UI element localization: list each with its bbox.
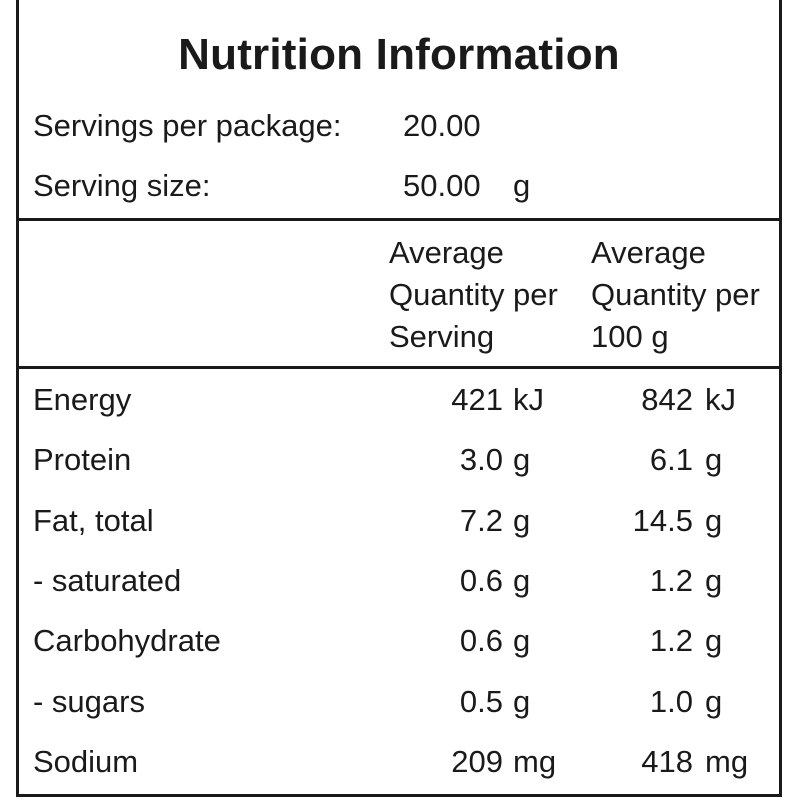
per-serving-value: 0.6 (459, 623, 503, 658)
per-serving-value: 421 (451, 382, 503, 417)
per-100g-unit: g (705, 442, 723, 477)
table-row: Fat, total 7.2 g 14.5 g (19, 503, 779, 563)
nutrient-name: Energy (33, 382, 132, 417)
per-serving-unit: g (513, 442, 531, 477)
nutrient-name: Fat, total (33, 503, 154, 538)
per-100g-unit: g (705, 563, 723, 598)
per-serving-value: 0.6 (459, 563, 503, 598)
per-serving-value: 0.5 (459, 684, 503, 719)
per-serving-value: 7.2 (459, 503, 503, 538)
nutrient-name: Sodium (33, 744, 139, 779)
per-100g-unit: g (705, 684, 723, 719)
per-serving-unit: kJ (513, 382, 544, 417)
header-per-100g: Average Quantity per 100 g (591, 232, 760, 358)
per-serving-value: 3.0 (459, 442, 503, 477)
table-row: Sodium 209 mg 418 mg (19, 744, 779, 804)
header-per-serving: Average Quantity per Serving (389, 232, 558, 358)
per-serving-value: 209 (451, 744, 503, 779)
header-per-100g-line-2: Quantity per (591, 277, 760, 312)
table-row: Protein 3.0 g 6.1 g (19, 442, 779, 502)
header-per-serving-line-3: Serving (389, 319, 495, 354)
per-100g-value: 1.0 (649, 684, 693, 719)
divider-top (19, 218, 779, 221)
per-100g-unit: mg (705, 744, 749, 779)
nutrition-panel: Nutrition Information Servings per packa… (16, 0, 782, 797)
per-100g-value: 14.5 (632, 503, 693, 538)
per-serving-unit: g (513, 563, 531, 598)
per-100g-unit: g (705, 503, 723, 538)
per-serving-unit: mg (513, 744, 557, 779)
table-row: - sugars 0.5 g 1.0 g (19, 684, 779, 744)
per-100g-value: 6.1 (649, 442, 693, 477)
serving-size-value: 50.00 (403, 168, 481, 203)
per-100g-value: 418 (641, 744, 693, 779)
panel-title: Nutrition Information (178, 30, 620, 79)
header-per-serving-line-1: Average (389, 235, 504, 270)
nutrient-name: - sugars (33, 684, 145, 719)
header-per-100g-line-1: Average (591, 235, 706, 270)
header-per-serving-line-2: Quantity per (389, 277, 558, 312)
table-row: Carbohydrate 0.6 g 1.2 g (19, 623, 779, 683)
servings-per-package-label: Servings per package: (33, 108, 342, 143)
per-serving-unit: g (513, 684, 531, 719)
per-100g-unit: kJ (705, 382, 736, 417)
serving-size-label: Serving size: (33, 168, 211, 203)
per-100g-unit: g (705, 623, 723, 658)
header-per-100g-line-3: 100 g (591, 319, 669, 354)
servings-per-package-value: 20.00 (403, 108, 481, 143)
per-100g-value: 1.2 (649, 563, 693, 598)
serving-size-unit: g (513, 168, 531, 203)
per-100g-value: 1.2 (649, 623, 693, 658)
nutrient-name: - saturated (33, 563, 182, 598)
divider-header (19, 366, 779, 369)
table-row: Energy 421 kJ 842 kJ (19, 382, 779, 442)
per-serving-unit: g (513, 503, 531, 538)
nutrient-name: Protein (33, 442, 132, 477)
table-row: - saturated 0.6 g 1.2 g (19, 563, 779, 623)
per-serving-unit: g (513, 623, 531, 658)
per-100g-value: 842 (641, 382, 693, 417)
nutrient-name: Carbohydrate (33, 623, 221, 658)
